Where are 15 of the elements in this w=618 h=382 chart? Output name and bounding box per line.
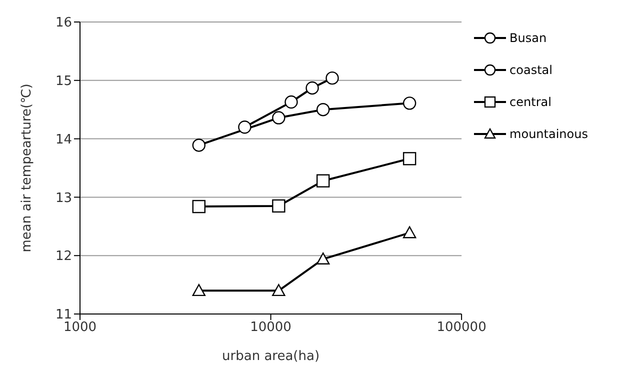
y-tick-label: 12 xyxy=(55,249,72,264)
x-axis-title: urban area(ha) xyxy=(222,349,320,364)
x-tick-label: 10000 xyxy=(250,320,292,336)
y-tick-label: 11 xyxy=(55,308,72,323)
x-tick-label: 100000 xyxy=(436,320,486,336)
x-tick-label: 1000 xyxy=(63,320,97,336)
legend-label: mountainous xyxy=(510,127,588,141)
y-tick-label: 14 xyxy=(55,132,72,148)
legend-label: coastal xyxy=(510,63,552,77)
y-tick-label: 16 xyxy=(55,16,72,31)
y-tick-label: 15 xyxy=(55,74,72,90)
y-axis-title: mean air tempearture(℃) xyxy=(20,84,35,252)
legend-label: Busan xyxy=(510,31,547,45)
y-tick-label: 13 xyxy=(55,190,72,206)
legend-label: central xyxy=(510,95,552,109)
